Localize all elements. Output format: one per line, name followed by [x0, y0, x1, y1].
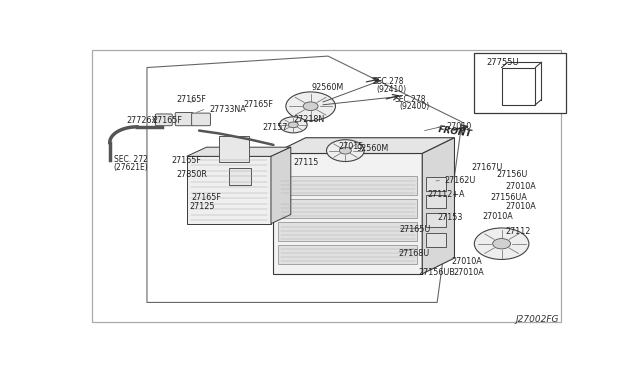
Text: SEC. 272: SEC. 272 [114, 155, 148, 164]
Text: 27156UA: 27156UA [491, 193, 527, 202]
Text: SEC.278: SEC.278 [395, 94, 426, 103]
Polygon shape [278, 245, 417, 264]
Text: 27168U: 27168U [398, 248, 429, 258]
Text: 27153: 27153 [437, 212, 463, 222]
FancyBboxPatch shape [156, 114, 172, 126]
Text: 27112: 27112 [506, 227, 531, 236]
Text: (92410): (92410) [376, 84, 407, 93]
Text: 27850R: 27850R [177, 170, 207, 179]
Text: 27165F: 27165F [191, 193, 221, 202]
Text: SEC.278: SEC.278 [372, 77, 404, 86]
FancyBboxPatch shape [229, 168, 251, 185]
Text: 27162U: 27162U [445, 176, 476, 185]
Text: 27733NA: 27733NA [209, 105, 246, 113]
Text: 27157: 27157 [262, 123, 288, 132]
Text: 27010A: 27010A [505, 182, 536, 191]
FancyBboxPatch shape [474, 53, 566, 113]
Text: 92560M: 92560M [356, 144, 389, 153]
Circle shape [280, 117, 307, 133]
Polygon shape [422, 138, 454, 274]
Text: 92560M: 92560M [312, 83, 344, 92]
Text: 27726X: 27726X [126, 116, 157, 125]
Polygon shape [278, 222, 417, 241]
Text: 27010: 27010 [446, 122, 471, 131]
Polygon shape [271, 147, 291, 224]
Polygon shape [278, 199, 417, 218]
Text: 27010A: 27010A [451, 257, 482, 266]
Text: 27115: 27115 [293, 158, 319, 167]
Text: J27002FG: J27002FG [515, 315, 559, 324]
FancyBboxPatch shape [426, 233, 446, 247]
Circle shape [493, 238, 511, 249]
Text: 27167U: 27167U [472, 163, 503, 172]
Text: 27010A: 27010A [453, 268, 484, 277]
Circle shape [474, 228, 529, 260]
Text: 27218N: 27218N [293, 115, 324, 124]
FancyBboxPatch shape [175, 112, 193, 126]
Polygon shape [273, 138, 454, 154]
Polygon shape [278, 176, 417, 195]
Circle shape [303, 102, 318, 110]
Circle shape [286, 92, 335, 121]
Circle shape [339, 147, 351, 154]
Text: 27165F: 27165F [177, 94, 207, 103]
Text: 27015: 27015 [338, 142, 364, 151]
Text: 27125: 27125 [189, 202, 214, 211]
Polygon shape [187, 156, 271, 224]
Circle shape [288, 122, 298, 128]
Text: 27165U: 27165U [399, 225, 430, 234]
FancyBboxPatch shape [191, 113, 211, 126]
Text: (92400): (92400) [399, 102, 429, 111]
Text: 27156U: 27156U [497, 170, 528, 179]
FancyBboxPatch shape [219, 136, 249, 162]
FancyBboxPatch shape [426, 177, 446, 191]
Text: 27165F: 27165F [152, 116, 182, 125]
Text: 27755U: 27755U [487, 58, 519, 67]
Text: FRONT: FRONT [437, 125, 472, 138]
Text: 27156UB: 27156UB [419, 268, 456, 277]
Polygon shape [187, 147, 291, 156]
Polygon shape [273, 154, 422, 274]
Text: 27165F: 27165F [172, 156, 202, 165]
Text: (27621E): (27621E) [114, 163, 148, 172]
Text: 27010A: 27010A [505, 202, 536, 211]
FancyBboxPatch shape [426, 195, 446, 208]
Text: 27112+A: 27112+A [428, 190, 465, 199]
Text: 27010A: 27010A [483, 212, 513, 221]
FancyBboxPatch shape [426, 213, 446, 227]
Text: 27165F: 27165F [244, 100, 273, 109]
Circle shape [326, 140, 364, 161]
